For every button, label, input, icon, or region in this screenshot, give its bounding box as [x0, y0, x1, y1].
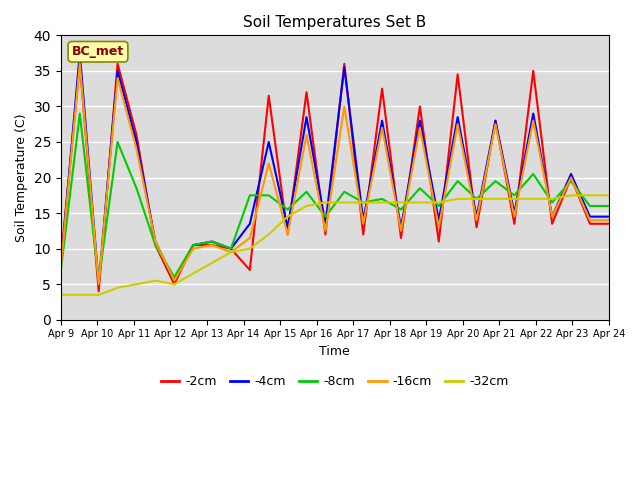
Title: Soil Temperatures Set B: Soil Temperatures Set B — [243, 15, 426, 30]
Text: BC_met: BC_met — [72, 45, 124, 58]
X-axis label: Time: Time — [319, 345, 350, 358]
Y-axis label: Soil Temperature (C): Soil Temperature (C) — [15, 113, 28, 242]
Legend: -2cm, -4cm, -8cm, -16cm, -32cm: -2cm, -4cm, -8cm, -16cm, -32cm — [156, 370, 514, 393]
